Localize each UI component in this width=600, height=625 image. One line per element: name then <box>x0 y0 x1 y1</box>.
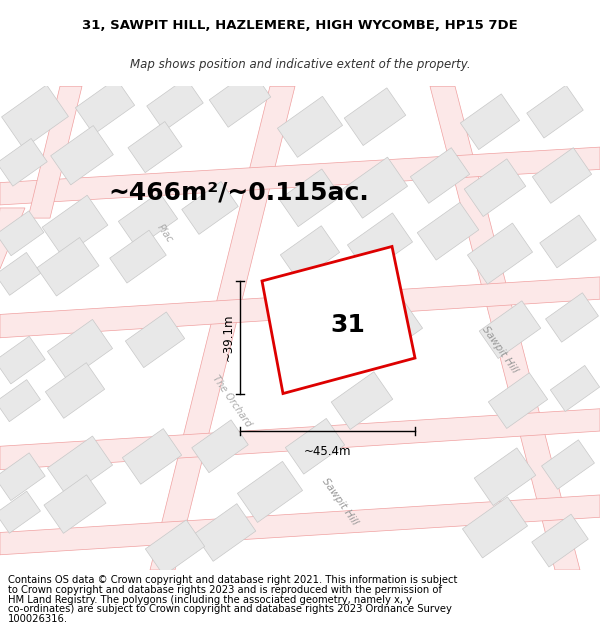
Text: Map shows position and indicative extent of the property.: Map shows position and indicative extent… <box>130 58 470 71</box>
Polygon shape <box>417 202 479 260</box>
Polygon shape <box>0 147 600 205</box>
Polygon shape <box>182 181 238 234</box>
Text: Plac: Plac <box>155 222 175 244</box>
Polygon shape <box>76 79 134 134</box>
Text: 31, SAWPIT HILL, HAZLEMERE, HIGH WYCOMBE, HP15 7DE: 31, SAWPIT HILL, HAZLEMERE, HIGH WYCOMBE… <box>82 19 518 32</box>
Polygon shape <box>44 475 106 533</box>
Polygon shape <box>460 94 520 149</box>
Polygon shape <box>347 213 413 274</box>
Polygon shape <box>145 520 205 576</box>
Polygon shape <box>0 253 41 295</box>
Polygon shape <box>474 448 536 506</box>
Polygon shape <box>42 195 108 257</box>
Polygon shape <box>2 85 68 149</box>
Polygon shape <box>532 148 592 203</box>
Polygon shape <box>122 429 182 484</box>
Polygon shape <box>0 495 600 555</box>
Text: Contains OS data © Crown copyright and database right 2021. This information is : Contains OS data © Crown copyright and d… <box>8 575 457 585</box>
Polygon shape <box>110 230 166 283</box>
Polygon shape <box>47 319 113 381</box>
Polygon shape <box>209 69 271 128</box>
Polygon shape <box>118 192 178 248</box>
Polygon shape <box>464 159 526 216</box>
Text: Sawpit Hill: Sawpit Hill <box>320 477 360 528</box>
Text: Sawpit Hill: Sawpit Hill <box>480 324 520 375</box>
Polygon shape <box>194 504 256 561</box>
Polygon shape <box>0 208 25 269</box>
Text: co-ordinates) are subject to Crown copyright and database rights 2023 Ordnance S: co-ordinates) are subject to Crown copyr… <box>8 604 452 614</box>
Polygon shape <box>125 312 185 368</box>
Text: The Orchard: The Orchard <box>211 373 253 428</box>
Polygon shape <box>0 277 600 338</box>
Polygon shape <box>279 169 341 227</box>
Polygon shape <box>545 292 598 342</box>
Polygon shape <box>0 491 40 533</box>
Polygon shape <box>0 336 45 384</box>
Polygon shape <box>147 78 203 131</box>
Polygon shape <box>37 238 99 296</box>
Polygon shape <box>286 419 344 474</box>
Polygon shape <box>28 86 82 218</box>
Polygon shape <box>238 461 302 522</box>
Text: ~466m²/~0.115ac.: ~466m²/~0.115ac. <box>108 181 369 205</box>
Polygon shape <box>0 211 44 256</box>
Polygon shape <box>358 299 422 360</box>
Text: 100026316.: 100026316. <box>8 614 68 624</box>
Polygon shape <box>532 514 588 567</box>
Polygon shape <box>192 420 248 472</box>
Text: to Crown copyright and database rights 2023 and is reproduced with the permissio: to Crown copyright and database rights 2… <box>8 585 442 595</box>
Polygon shape <box>262 246 415 394</box>
Polygon shape <box>46 362 104 418</box>
Polygon shape <box>344 88 406 146</box>
Polygon shape <box>50 126 113 185</box>
Polygon shape <box>0 379 40 422</box>
Polygon shape <box>150 86 295 570</box>
Polygon shape <box>0 139 47 186</box>
Polygon shape <box>467 223 533 284</box>
Polygon shape <box>430 86 580 570</box>
Polygon shape <box>277 96 343 158</box>
Polygon shape <box>540 215 596 268</box>
Polygon shape <box>280 226 340 281</box>
Polygon shape <box>479 301 541 359</box>
Text: ~45.4m: ~45.4m <box>304 445 351 458</box>
Polygon shape <box>47 436 113 497</box>
Polygon shape <box>550 366 599 411</box>
Text: ~39.1m: ~39.1m <box>222 314 235 361</box>
Text: 31: 31 <box>331 313 365 337</box>
Polygon shape <box>343 157 407 218</box>
Polygon shape <box>331 372 393 429</box>
Polygon shape <box>410 148 470 203</box>
Polygon shape <box>527 85 583 138</box>
Polygon shape <box>128 121 182 172</box>
Polygon shape <box>0 409 600 469</box>
Polygon shape <box>542 440 595 489</box>
Text: HM Land Registry. The polygons (including the associated geometry, namely x, y: HM Land Registry. The polygons (includin… <box>8 594 412 604</box>
Polygon shape <box>463 497 527 558</box>
Polygon shape <box>0 453 45 501</box>
Polygon shape <box>488 372 548 429</box>
